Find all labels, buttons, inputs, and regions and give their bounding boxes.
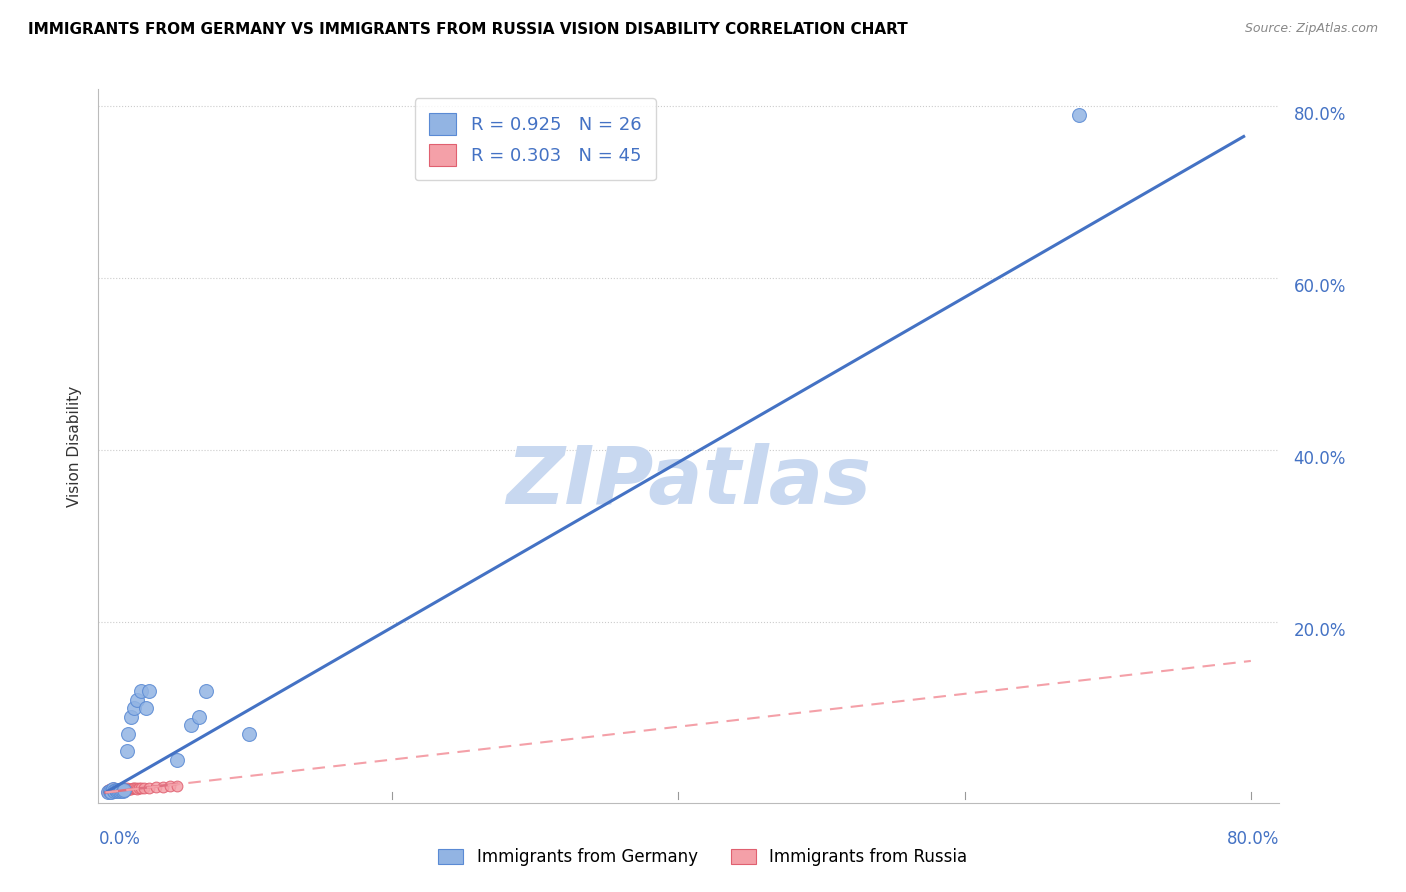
Point: [187, 710, 209, 724]
Point: [122, 701, 145, 715]
Point: [128, 781, 150, 796]
Point: [101, 782, 124, 797]
Point: [1067, 108, 1090, 122]
Text: 40.0%: 40.0%: [1294, 450, 1346, 468]
Point: [98, 782, 121, 797]
Point: [107, 784, 129, 798]
Point: [194, 684, 217, 698]
Point: [108, 782, 131, 797]
Text: 60.0%: 60.0%: [1294, 278, 1346, 296]
Point: [110, 781, 132, 796]
Text: 80.0%: 80.0%: [1294, 106, 1346, 124]
Point: [111, 781, 134, 796]
Point: [124, 781, 146, 796]
Point: [125, 782, 148, 797]
Text: 20.0%: 20.0%: [1294, 622, 1346, 640]
Point: [98, 784, 121, 798]
Point: [108, 784, 131, 798]
Point: [100, 784, 122, 798]
Text: IMMIGRANTS FROM GERMANY VS IMMIGRANTS FROM RUSSIA VISION DISABILITY CORRELATION : IMMIGRANTS FROM GERMANY VS IMMIGRANTS FR…: [28, 22, 908, 37]
Point: [138, 684, 160, 698]
Point: [97, 783, 120, 797]
Point: [115, 781, 138, 796]
Point: [110, 783, 132, 797]
Point: [103, 784, 125, 798]
Point: [105, 784, 128, 798]
Point: [101, 781, 124, 796]
Point: [118, 782, 141, 797]
Point: [122, 781, 145, 796]
Point: [103, 783, 125, 797]
Legend: R = 0.925   N = 26, R = 0.303   N = 45: R = 0.925 N = 26, R = 0.303 N = 45: [415, 98, 657, 180]
Point: [131, 684, 153, 698]
Point: [103, 781, 125, 796]
Text: ZIPatlas: ZIPatlas: [506, 442, 872, 521]
Point: [117, 782, 139, 797]
Point: [114, 783, 136, 797]
Legend: Immigrants from Germany, Immigrants from Russia: Immigrants from Germany, Immigrants from…: [430, 840, 976, 875]
Point: [138, 781, 160, 796]
Point: [238, 727, 260, 741]
Point: [115, 783, 138, 797]
Point: [120, 710, 142, 724]
Point: [112, 783, 135, 797]
Point: [104, 782, 127, 797]
Point: [120, 782, 142, 797]
Point: [159, 780, 181, 794]
Point: [112, 783, 135, 797]
Point: [108, 784, 131, 798]
Point: [100, 784, 122, 798]
Point: [131, 781, 153, 796]
Point: [103, 784, 125, 798]
Point: [107, 782, 129, 797]
Point: [104, 784, 127, 798]
Point: [115, 744, 138, 758]
Point: [111, 784, 134, 798]
Point: [104, 783, 127, 797]
Text: 0.0%: 0.0%: [98, 830, 141, 847]
Point: [96, 785, 118, 799]
Text: 80.0%: 80.0%: [1227, 830, 1279, 847]
Point: [145, 780, 167, 795]
Point: [112, 781, 135, 796]
Point: [166, 753, 188, 767]
Point: [101, 784, 124, 798]
Point: [117, 727, 139, 741]
Point: [135, 701, 157, 715]
Point: [107, 783, 129, 797]
Point: [180, 718, 202, 732]
Point: [152, 780, 174, 795]
Y-axis label: Vision Disability: Vision Disability: [67, 385, 83, 507]
Point: [134, 781, 156, 796]
Point: [166, 780, 188, 794]
Point: [98, 784, 121, 798]
Point: [100, 783, 122, 797]
Point: [105, 782, 128, 797]
Point: [121, 781, 143, 796]
Point: [110, 783, 132, 797]
Point: [97, 785, 120, 799]
Point: [97, 784, 120, 798]
Point: [101, 783, 124, 797]
Point: [125, 692, 148, 706]
Point: [111, 783, 134, 797]
Point: [105, 784, 128, 798]
Text: Source: ZipAtlas.com: Source: ZipAtlas.com: [1244, 22, 1378, 36]
